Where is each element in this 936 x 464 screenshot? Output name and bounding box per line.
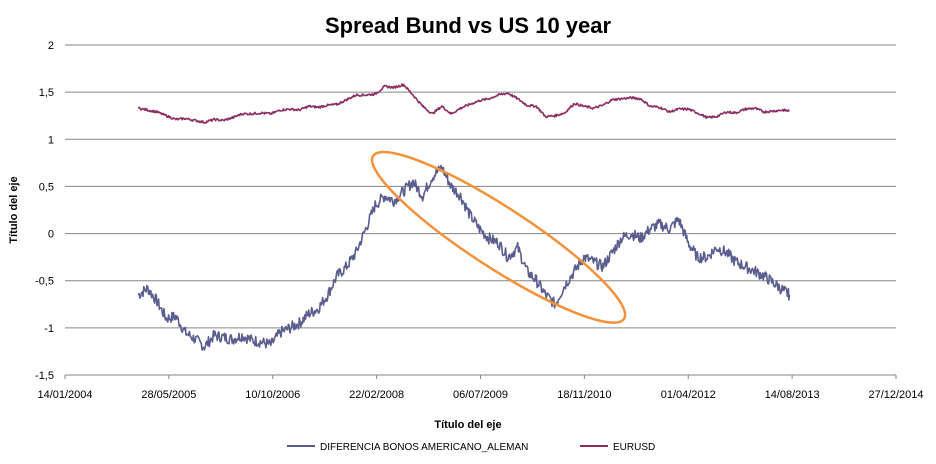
x-tick-label: 27/12/2014 [868, 389, 923, 401]
x-tick-label: 22/02/2008 [349, 389, 404, 401]
y-tick-label: 2 [48, 40, 54, 52]
x-tick-label: 06/07/2009 [453, 389, 508, 401]
y-tick-label: 1 [48, 134, 54, 146]
series-line-1 [137, 164, 791, 352]
y-axis-title: Título del eje [8, 176, 20, 243]
x-tick-label: 10/10/2006 [245, 389, 300, 401]
highlight-ellipse [370, 150, 627, 324]
legend-label: DIFERENCIA BONOS AMERICANO_ALEMAN [320, 442, 528, 453]
y-tick-label: 0,5 [39, 181, 54, 193]
y-tick-label: -1 [44, 323, 54, 335]
y-tick-label: 1,5 [39, 87, 54, 99]
y-tick-label: -1,5 [35, 370, 54, 382]
x-tick-label: 28/05/2005 [141, 389, 196, 401]
x-tick-label: 14/01/2004 [37, 389, 92, 401]
legend: DIFERENCIA BONOS AMERICANO_ALEMAN EURUSD [287, 442, 655, 453]
legend-label: EURUSD [613, 442, 655, 453]
chart-title: Spread Bund vs US 10 year [325, 13, 612, 38]
y-tick-label: 0 [48, 229, 54, 241]
x-tick-label: 14/08/2013 [765, 389, 820, 401]
y-tick-label: -0,5 [35, 276, 54, 288]
x-axis-title: Título del eje [434, 419, 501, 431]
annotation-layer [370, 150, 627, 324]
y-axis-ticks: 2 1,5 1 0,5 0 -0,5 -1 -1,5 [35, 40, 54, 382]
x-tick-label: 01/04/2012 [661, 389, 716, 401]
x-tick-label: 18/11/2010 [557, 389, 611, 401]
series-line-2 [137, 83, 790, 124]
gridlines [65, 44, 896, 376]
x-axis-ticks: 14/01/2004 28/05/2005 10/10/2006 22/02/2008… [37, 375, 924, 401]
series-layer [137, 83, 791, 352]
